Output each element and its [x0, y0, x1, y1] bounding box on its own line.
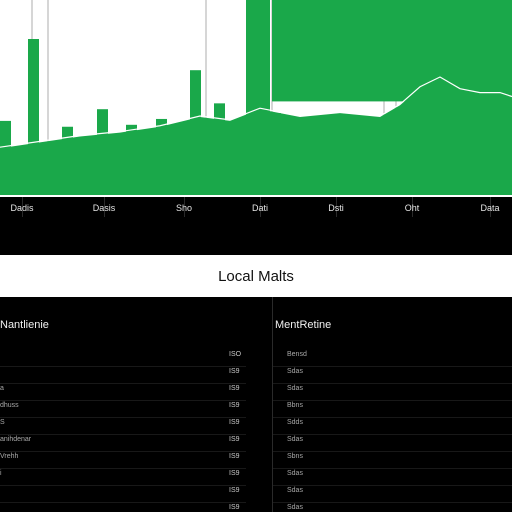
x-tick-mark: [260, 197, 261, 217]
row-value: ISO: [229, 351, 242, 358]
row-label: Bensd: [287, 351, 307, 358]
x-tick-mark: [22, 197, 23, 217]
table-row[interactable]: dhuss IS9: [0, 400, 246, 418]
bar-0: [0, 120, 11, 195]
row-value: IS9: [229, 402, 240, 409]
x-tick-mark: [184, 197, 185, 217]
bar-4: [126, 124, 137, 195]
bar-1: [28, 39, 39, 195]
table-row[interactable]: Vrehh IS9: [0, 451, 246, 469]
title-bar: Local Malts: [0, 255, 512, 297]
row-label: Sdas: [287, 470, 303, 477]
x-tick-label: Dasis: [92, 203, 116, 213]
bar-9: [270, 113, 281, 195]
row-name: S: [0, 419, 5, 426]
row-name: a: [0, 385, 4, 392]
table-row[interactable]: a IS9: [0, 383, 246, 401]
row-value: IS9: [229, 368, 240, 375]
table-row[interactable]: ISO: [0, 349, 246, 367]
table-row[interactable]: Sdas: [273, 502, 512, 512]
table-row[interactable]: IS9: [0, 366, 246, 384]
row-label: Bbns: [287, 402, 303, 409]
chart-panel: [0, 0, 512, 197]
table-row[interactable]: Sbns: [273, 451, 512, 469]
page-title: Local Malts: [218, 267, 294, 285]
row-label: Sdas: [287, 487, 303, 494]
row-value: IS9: [229, 385, 240, 392]
table-row[interactable]: anihdenar IS9: [0, 434, 246, 452]
x-axis-strip: Dadis Dasis Sho Dati Dsti Oht Data: [0, 197, 512, 255]
table-row[interactable]: IS9: [0, 485, 246, 503]
x-tick-label: Dadis: [10, 203, 34, 213]
left-table: Nantlienie ISO IS9 a IS9 dhuss IS9 S IS9 anihden…: [0, 297, 246, 512]
table-row[interactable]: Sdds: [273, 417, 512, 435]
x-tick-mark: [490, 197, 491, 217]
table-row[interactable]: Sdas: [273, 434, 512, 452]
bar-5: [156, 118, 167, 195]
row-value: IS9: [229, 470, 240, 477]
bar-6: [190, 70, 201, 195]
row-name: dhuss: [0, 402, 19, 409]
row-label: Sdas: [287, 436, 303, 443]
x-tick-label: Dsti: [328, 203, 344, 213]
row-label: Sdds: [287, 419, 303, 426]
x-tick-mark: [104, 197, 105, 217]
right-table-header: MentRetine: [275, 319, 332, 331]
table-row[interactable]: Sdas: [273, 485, 512, 503]
table-row[interactable]: Bensd: [273, 349, 512, 367]
table-row[interactable]: Sdas: [273, 468, 512, 486]
row-label: Sdas: [287, 504, 303, 511]
right-table: MentRetine Bensd Sdas Sdas Bbns Sdds Sdas Sbns…: [272, 297, 512, 512]
series-line: [0, 76, 512, 148]
row-value: IS9: [229, 487, 240, 494]
row-label: Sbns: [287, 453, 303, 460]
bar-7: [214, 103, 225, 195]
x-tick-label: Data: [480, 203, 500, 213]
x-tick-label: Dati: [251, 203, 269, 213]
table-row[interactable]: i IS9: [0, 468, 246, 486]
table-row[interactable]: Sdas: [273, 366, 512, 384]
bar-3: [97, 109, 108, 195]
row-value: IS9: [229, 453, 240, 460]
x-tick-mark: [336, 197, 337, 217]
row-name: i: [0, 470, 2, 477]
left-table-header: Nantlienie: [0, 319, 49, 331]
table-row[interactable]: Sdas: [273, 383, 512, 401]
row-name: Vrehh: [0, 453, 19, 460]
row-value: IS9: [229, 436, 240, 443]
bar-2: [62, 126, 73, 195]
row-value: IS9: [229, 504, 240, 511]
bar-8: [246, 0, 270, 195]
x-tick-label: Sho: [175, 203, 193, 213]
area-block: [272, 0, 512, 102]
table-row[interactable]: S IS9: [0, 417, 246, 435]
row-label: Sdas: [287, 368, 303, 375]
table-row[interactable]: Bbns: [273, 400, 512, 418]
row-value: IS9: [229, 419, 240, 426]
x-tick-label: Oht: [404, 203, 420, 213]
chart-plot: [0, 0, 512, 195]
x-tick-mark: [412, 197, 413, 217]
row-label: Sdas: [287, 385, 303, 392]
row-name: anihdenar: [0, 436, 32, 443]
table-row[interactable]: IS9: [0, 502, 246, 512]
